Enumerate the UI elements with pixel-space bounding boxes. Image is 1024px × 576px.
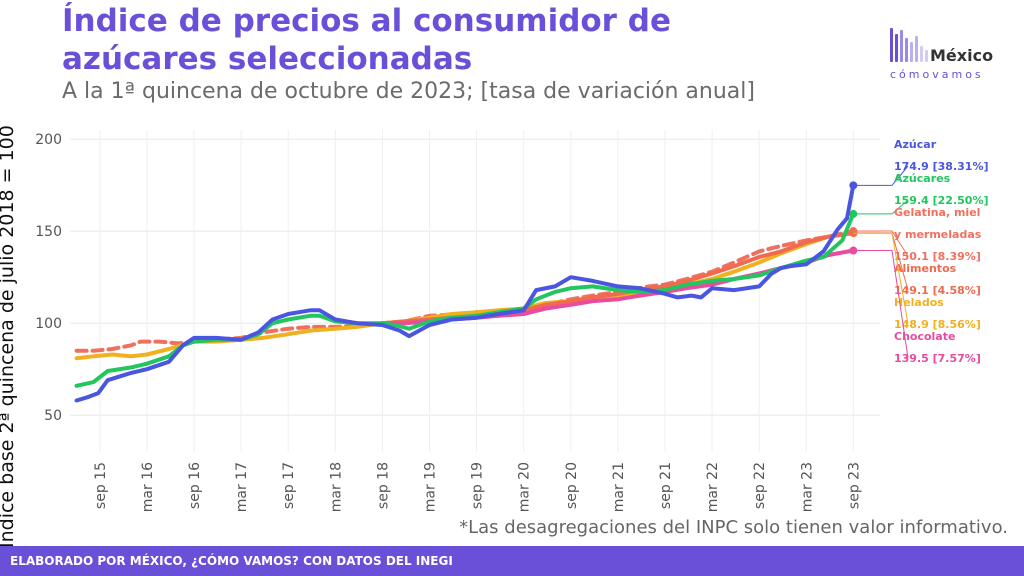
series-label-value: 148.9 [8.56%] bbox=[894, 318, 981, 331]
x-tick-label: sep 23 bbox=[846, 462, 862, 509]
x-tick-label: mar 17 bbox=[234, 462, 250, 512]
y-tick-label: 100 bbox=[35, 316, 62, 332]
series-label-value: 159.4 [22.50%] bbox=[894, 194, 989, 207]
series-label-name: y mermeladas bbox=[894, 228, 982, 241]
y-tick-label: 200 bbox=[35, 132, 62, 148]
series-leader-line bbox=[853, 199, 909, 215]
series-label-value: 150.1 [8.39%] bbox=[894, 250, 981, 263]
x-tick-label: sep 16 bbox=[187, 462, 203, 509]
x-tick-label: mar 16 bbox=[140, 462, 156, 512]
grid-lines bbox=[70, 130, 880, 452]
x-tick-label: mar 22 bbox=[705, 462, 721, 512]
footnote: *Las desagregaciones del INPC solo tiene… bbox=[459, 517, 1008, 538]
footer-text: ELABORADO POR MÉXICO, ¿CÓMO VAMOS? CON D… bbox=[10, 554, 453, 568]
series-label-name: Azúcares bbox=[894, 172, 951, 185]
bars-logo-icon bbox=[890, 24, 938, 62]
page-title: Índice de precios al consumidor de azúca… bbox=[62, 3, 671, 77]
series-label-name: Gelatina, miel bbox=[894, 206, 980, 219]
x-tick-label: mar 21 bbox=[611, 462, 627, 512]
x-tick-label: mar 20 bbox=[517, 462, 533, 512]
x-tick-labels: sep 15 mar 16 sep 16 mar 17 sep 17 mar 18 sep … bbox=[93, 462, 862, 512]
series-label-name: Helados bbox=[894, 296, 944, 309]
series-label-value: 139.5 [7.57%] bbox=[894, 352, 981, 365]
series-leader-line bbox=[853, 232, 909, 291]
x-tick-label: sep 15 bbox=[93, 462, 109, 509]
series-label-name: Azúcar bbox=[894, 138, 937, 151]
y-tick-labels: 50 100 150 200 bbox=[35, 132, 62, 424]
y-tick-label: 150 bbox=[35, 224, 62, 240]
series-leader-line bbox=[853, 230, 909, 257]
series-label-name: Chocolate bbox=[894, 330, 955, 343]
series-line bbox=[74, 183, 856, 403]
x-tick-label: sep 17 bbox=[281, 462, 297, 509]
x-tick-label: sep 19 bbox=[470, 462, 486, 509]
series-line bbox=[74, 211, 856, 388]
series-lines bbox=[74, 181, 858, 403]
footer-bar: ELABORADO POR MÉXICO, ¿CÓMO VAMOS? CON D… bbox=[0, 546, 1024, 576]
x-tick-label: sep 22 bbox=[752, 462, 768, 509]
series-leader-line bbox=[853, 232, 909, 325]
logo-name: México bbox=[930, 46, 994, 65]
y-tick-label: 50 bbox=[44, 408, 62, 424]
series-leader-line bbox=[853, 165, 909, 186]
series-label-name: Alimentos bbox=[894, 262, 957, 275]
series-label-value: 174.9 [38.31%] bbox=[894, 160, 989, 173]
x-tick-label: sep 18 bbox=[375, 462, 391, 509]
series-label-value: 149.1 [4.58%] bbox=[894, 284, 981, 297]
brand-logo: México cómovamos bbox=[890, 24, 1010, 84]
x-tick-label: sep 21 bbox=[658, 462, 674, 509]
end-labels: Azúcar 174.9 [38.31%]Azúcares 159.4 [22.50… bbox=[853, 138, 989, 365]
x-tick-label: mar 18 bbox=[328, 462, 344, 512]
series-leader-line bbox=[853, 250, 909, 359]
x-tick-label: mar 23 bbox=[799, 462, 815, 512]
page-subtitle: A la 1ª quincena de octubre de 2023; [ta… bbox=[62, 79, 755, 104]
x-tick-label: mar 19 bbox=[423, 462, 439, 512]
logo-tagline: cómovamos bbox=[890, 68, 984, 81]
x-tick-label: sep 20 bbox=[564, 462, 580, 509]
